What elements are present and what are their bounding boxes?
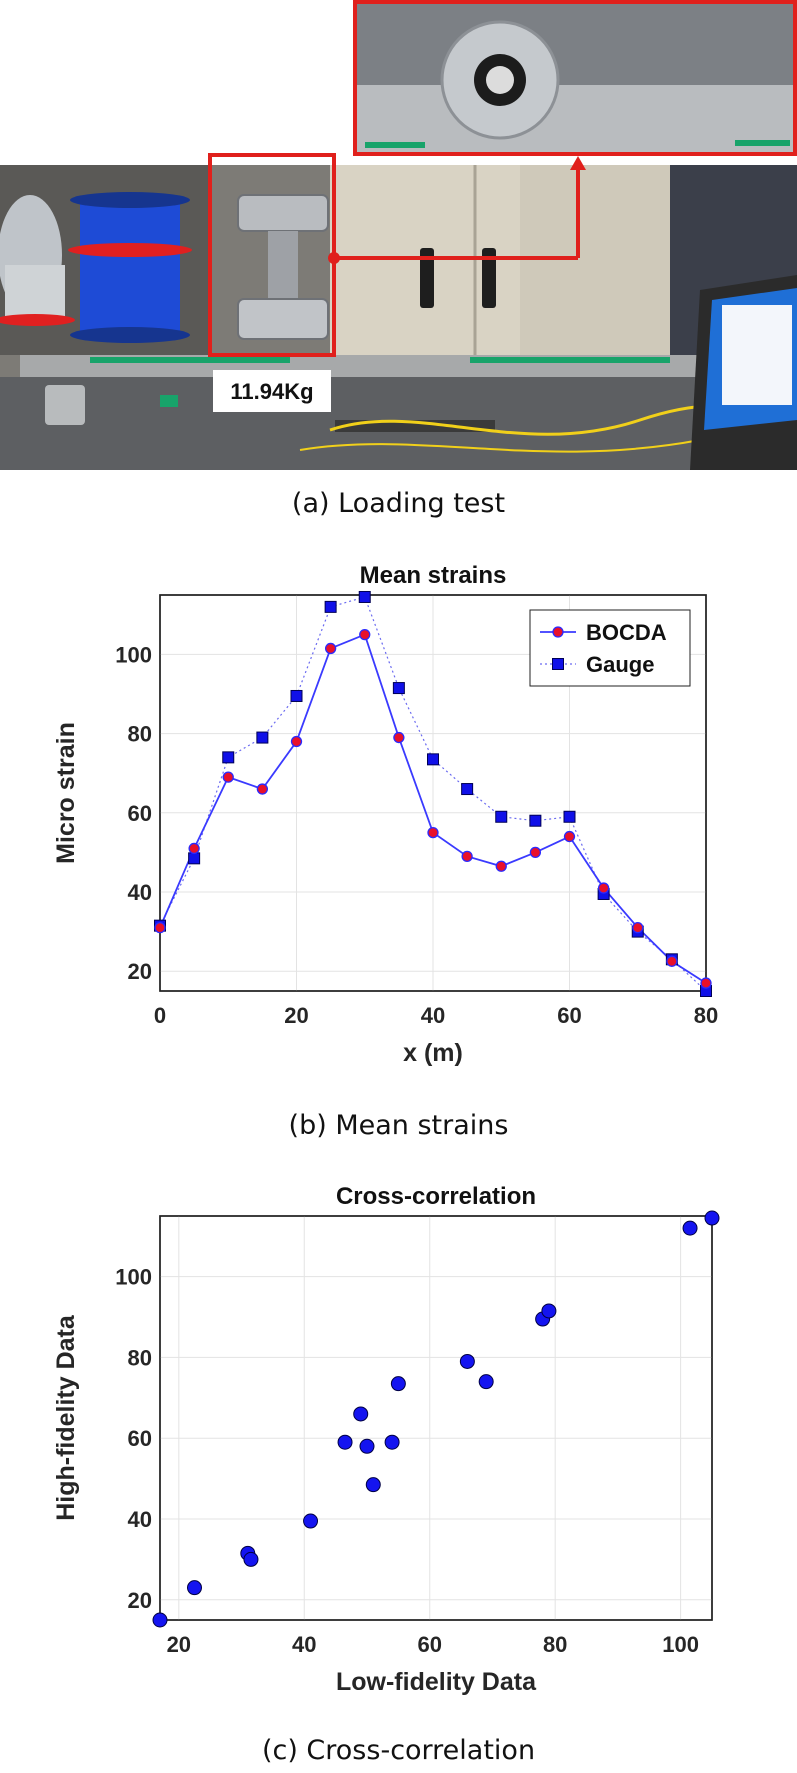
scatter-point <box>365 1477 381 1493</box>
scatter-point <box>359 1438 375 1454</box>
scatter-point <box>337 1434 353 1450</box>
legend-bocda-marker <box>552 626 564 638</box>
legend-gauge-marker <box>552 658 564 670</box>
loading-test-photo: 11.94Kg <box>0 0 797 470</box>
gauge-point <box>427 753 439 766</box>
y-tick-label: 20 <box>128 1588 152 1613</box>
x-tick-label: 20 <box>167 1632 191 1657</box>
caption-loading-test: (a) Loading test <box>291 488 506 519</box>
gauge-point <box>392 682 405 695</box>
y-tick-label: 60 <box>128 1426 152 1451</box>
legend-box <box>529 609 691 687</box>
scatter-point <box>390 1376 406 1392</box>
bocda-point <box>427 826 439 839</box>
x-tick-label: 80 <box>543 1632 567 1657</box>
gauge-point <box>290 689 303 702</box>
y-tick-label: 80 <box>128 1345 152 1370</box>
bocda-point <box>324 642 337 655</box>
scatter-point <box>303 1513 319 1529</box>
caption-cross-correlation: (c) Cross-correlation <box>261 1735 536 1766</box>
caption-mean-strains: (b) Mean strains <box>288 1110 509 1141</box>
gauge-point <box>358 590 371 603</box>
x-tick-label: 0 <box>154 1003 166 1028</box>
bocda-point <box>188 842 200 855</box>
y-tick-label: 40 <box>128 1507 152 1532</box>
gauge-series-line <box>159 596 707 992</box>
y-axis-label: High-fidelity Data <box>52 1314 80 1521</box>
x-tick-label: 100 <box>662 1632 699 1657</box>
gauge-point <box>188 852 201 865</box>
bocda-point <box>290 735 303 748</box>
scatter-point <box>353 1406 369 1422</box>
scatter-point <box>243 1551 259 1567</box>
chart-title: Mean strains <box>360 562 507 589</box>
scatter-point <box>459 1353 475 1369</box>
y-tick-label: 100 <box>115 642 152 667</box>
bocda-point <box>359 628 371 641</box>
plot-border <box>159 594 707 992</box>
scatter-point <box>682 1220 698 1236</box>
y-tick-label: 40 <box>128 880 152 905</box>
legend-bocda-label: BOCDA <box>586 620 667 645</box>
bocda-point <box>393 731 405 744</box>
x-tick-label: 40 <box>292 1632 316 1657</box>
x-tick-label: 40 <box>421 1003 445 1028</box>
y-tick-label: 80 <box>128 722 152 747</box>
scatter-point <box>478 1374 494 1390</box>
gauge-point <box>222 751 235 764</box>
bocda-point <box>495 860 507 872</box>
x-axis-label: x (m) <box>403 1039 463 1067</box>
legend-gauge-label: Gauge <box>586 652 654 677</box>
bocda-point <box>529 846 542 859</box>
gauge-point <box>563 810 576 823</box>
y-tick-label: 20 <box>128 959 152 984</box>
bocda-point <box>222 771 234 783</box>
x-tick-label: 60 <box>417 1632 441 1657</box>
gauge-point <box>495 810 508 823</box>
y-tick-label: 60 <box>128 801 152 826</box>
scatter-point <box>152 1612 168 1628</box>
x-tick-label: 20 <box>284 1003 308 1028</box>
bocda-point <box>700 977 712 989</box>
bocda-point <box>461 850 473 863</box>
bocda-point <box>256 783 269 795</box>
load-weight-label: 11.94Kg <box>230 379 313 404</box>
scatter-point <box>384 1434 400 1450</box>
gauge-point <box>256 731 269 744</box>
x-axis-label: Low-fidelity Data <box>336 1668 537 1696</box>
bocda-point <box>563 830 576 843</box>
bocda-point <box>154 921 166 934</box>
cross-correlation-chart: 20 40 60 80 100 20 40 60 80 100 Cross-correlation L… <box>52 1183 720 1696</box>
y-tick-label: 100 <box>115 1265 152 1290</box>
x-tick-label: 60 <box>557 1003 581 1028</box>
bocda-point <box>632 921 644 934</box>
gauge-point <box>529 814 542 827</box>
chart-title: Cross-correlation <box>336 1183 536 1210</box>
scatter-point <box>704 1210 720 1226</box>
y-axis-label: Micro strain <box>52 722 80 864</box>
scatter-point <box>541 1303 557 1319</box>
gauge-point <box>324 600 337 613</box>
plot-border <box>159 1215 713 1621</box>
bocda-point <box>597 882 610 894</box>
x-tick-label: 80 <box>694 1003 718 1028</box>
bocda-point <box>666 955 678 967</box>
gauge-point <box>461 783 474 796</box>
scatter-point <box>187 1580 202 1596</box>
